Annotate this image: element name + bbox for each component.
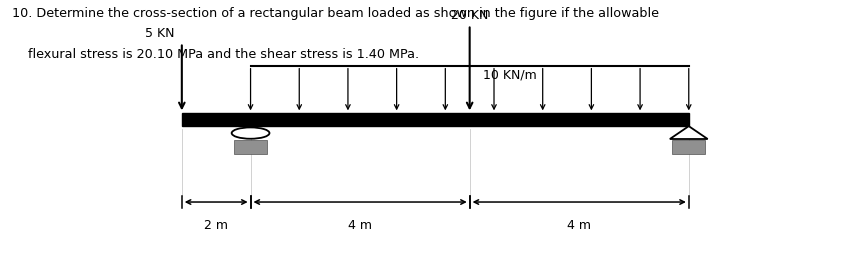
Text: 4 m: 4 m (348, 219, 372, 232)
Text: 10. Determine the cross-section of a rectangular beam loaded as shown in the fig: 10. Determine the cross-section of a rec… (12, 6, 658, 20)
Text: 2 m: 2 m (204, 219, 228, 232)
Text: 5 KN: 5 KN (146, 27, 175, 40)
Text: 20 KN: 20 KN (450, 9, 488, 22)
Text: flexural stress is 20.10 MPa and the shear stress is 1.40 MPa.: flexural stress is 20.10 MPa and the she… (12, 48, 418, 61)
Bar (182, 113, 688, 126)
Bar (234, 140, 267, 154)
Circle shape (232, 127, 269, 139)
Text: 4 m: 4 m (567, 219, 591, 232)
Bar (672, 140, 704, 154)
Text: 10 KN/m: 10 KN/m (482, 68, 536, 81)
Polygon shape (669, 126, 707, 139)
